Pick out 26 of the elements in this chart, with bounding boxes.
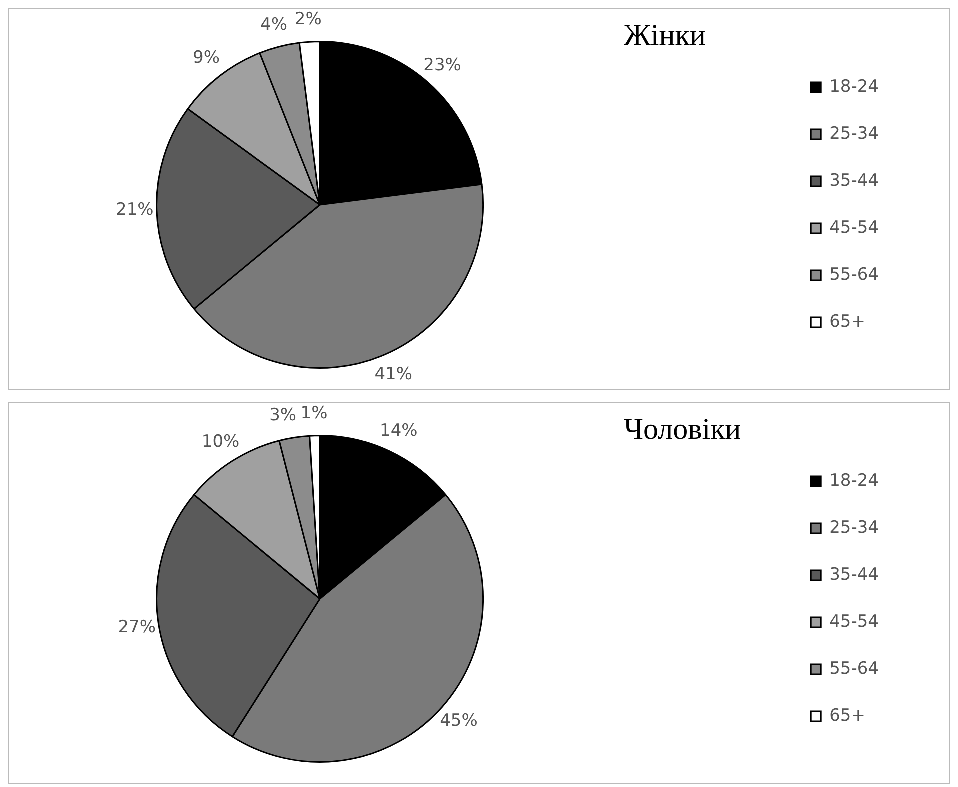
data-label: 10% — [202, 432, 240, 452]
data-label: 4% — [260, 14, 288, 35]
legend-label: 55-64 — [830, 658, 880, 679]
legend-label: 65+ — [830, 312, 866, 332]
data-label: 45% — [440, 710, 478, 731]
data-label: 41% — [374, 364, 413, 384]
legend-label: 25-34 — [830, 124, 880, 144]
data-label: 14% — [380, 420, 418, 441]
legend-label: 35-44 — [830, 170, 880, 191]
legend-label: 18-24 — [830, 76, 880, 97]
chart-title: Чоловіки — [624, 413, 742, 447]
data-label: 9% — [193, 48, 220, 68]
data-label: 2% — [294, 10, 322, 30]
data-label: 1% — [300, 403, 328, 424]
legend-label: 45-54 — [830, 612, 880, 632]
legend-label: 45-54 — [830, 218, 880, 238]
data-label: 27% — [118, 617, 156, 638]
chart-title: Жінки — [624, 19, 706, 53]
data-label: 23% — [424, 55, 462, 76]
legend-label: 65+ — [830, 706, 866, 726]
legend-label: 55-64 — [830, 264, 880, 285]
legend-label: 18-24 — [830, 470, 880, 491]
legend-label: 35-44 — [830, 564, 880, 585]
data-label: 21% — [116, 200, 154, 220]
data-label: 3% — [270, 405, 297, 426]
legend-label: 25-34 — [830, 518, 880, 538]
